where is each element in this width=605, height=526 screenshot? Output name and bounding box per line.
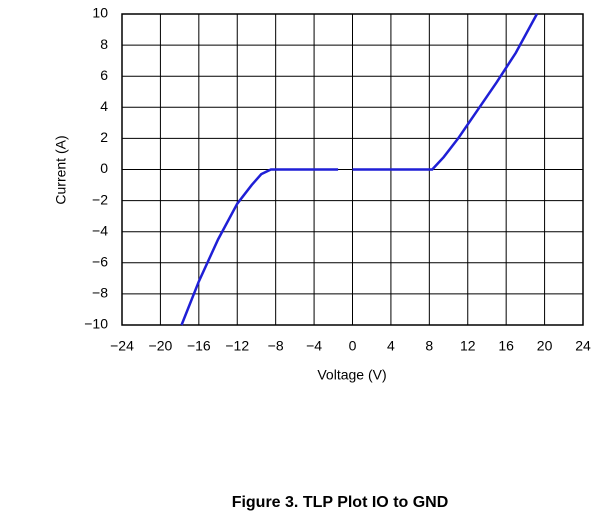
x-tick-label: 4 xyxy=(387,338,395,354)
y-tick-label: 4 xyxy=(100,98,108,114)
x-tick-label: 16 xyxy=(498,338,514,354)
x-tick-label: −4 xyxy=(306,338,322,354)
x-tick-label: −12 xyxy=(225,338,249,354)
y-tick-label: −4 xyxy=(92,222,108,238)
x-tick-label: 12 xyxy=(460,338,476,354)
x-tick-label: 0 xyxy=(349,338,357,354)
x-tick-label: 24 xyxy=(575,338,591,354)
y-tick-label: −8 xyxy=(92,285,108,301)
x-tick-label: −16 xyxy=(187,338,211,354)
y-tick-label: 0 xyxy=(100,160,108,176)
figure-caption: Figure 3. TLP Plot IO to GND xyxy=(232,494,449,511)
y-axis-label: Current (A) xyxy=(53,135,69,204)
y-tick-label: 10 xyxy=(92,5,108,21)
plot-frame xyxy=(121,13,584,326)
y-tick-label: 2 xyxy=(100,129,108,145)
y-tick-label: −10 xyxy=(84,316,108,332)
x-tick-label: 20 xyxy=(537,338,553,354)
x-tick-label: −24 xyxy=(110,338,134,354)
x-tick-label: −20 xyxy=(149,338,173,354)
x-axis-label: Voltage (V) xyxy=(317,367,386,383)
x-tick-label: 8 xyxy=(425,338,433,354)
x-tick-label: −8 xyxy=(268,338,284,354)
y-tick-label: −6 xyxy=(92,254,108,270)
data-line xyxy=(180,13,538,326)
y-tick-label: 6 xyxy=(100,67,108,83)
y-tick-label: 8 xyxy=(100,36,108,52)
y-tick-label: −2 xyxy=(92,191,108,207)
